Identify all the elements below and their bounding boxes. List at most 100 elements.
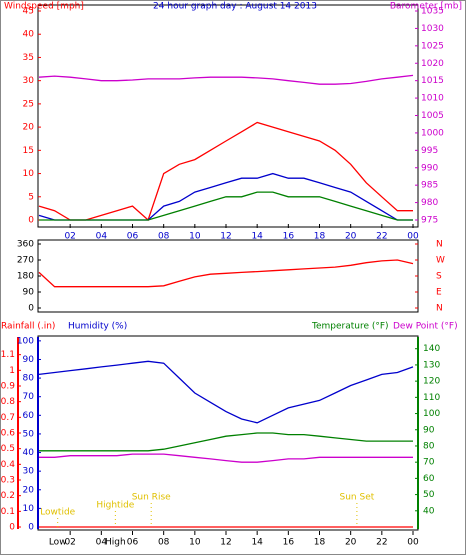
x-tick-label: 20 [345, 538, 357, 548]
y-tick-label: 25 [23, 99, 34, 109]
y-tick-label: 985 [421, 181, 438, 191]
x-tick-label: 18 [314, 538, 326, 548]
annotation: Sun Set [340, 493, 375, 503]
y-tick-label: 35 [23, 53, 34, 63]
x-tick-label: 06 [127, 538, 139, 548]
y-tick-label: 1035 [421, 7, 444, 17]
y-tick-label: 1 [9, 366, 15, 376]
y-tick-label: 50 [423, 490, 435, 500]
y-tick-label: 15 [23, 146, 34, 156]
y-tick-label: 140 [423, 344, 440, 354]
annotation: Sun Rise [132, 493, 171, 503]
y-tick-label: 40 [23, 30, 35, 40]
y-tick-label: 30 [23, 467, 35, 477]
y-tick-label: 0.4 [1, 460, 16, 470]
y-tick-label: 1015 [421, 76, 444, 86]
x-tick-label: 04 [96, 538, 108, 548]
y-tick-label: 0 [28, 523, 34, 533]
series-line [38, 259, 414, 288]
y-tick-label: 80 [423, 441, 435, 451]
y-tick-label: 975 [421, 216, 438, 226]
y-tick-label: 1005 [421, 111, 444, 121]
y-tick-label: 360 [17, 240, 34, 250]
x-tick-label: 08 [158, 232, 170, 242]
y-tick-label: S [436, 272, 442, 282]
legend-label: Temperature (°F) [311, 322, 389, 332]
y-tick-label: 90 [23, 288, 35, 298]
y-tick-label: 20 [23, 485, 35, 495]
y-tick-label: 1.1 [1, 350, 15, 360]
legend-label: Humidity (%) [68, 322, 127, 332]
y-tick-label: 0 [28, 216, 34, 226]
axis-title: Windspeed [mph] [4, 2, 84, 12]
x-tick-label: 12 [220, 538, 231, 548]
x-tick-label: 10 [189, 538, 201, 548]
y-tick-label: 60 [423, 474, 435, 484]
axis-title: Barometer [mb] [390, 2, 462, 12]
x-tick-label: 02 [64, 232, 75, 242]
series-line [39, 191, 413, 221]
y-tick-label: 90 [423, 425, 435, 435]
y-tick-label: 0.1 [1, 507, 15, 517]
y-tick-label: 0.2 [1, 491, 15, 501]
y-tick-label: 0 [28, 304, 34, 314]
y-tick-label: 1000 [421, 128, 444, 138]
y-tick-label: 90 [23, 355, 35, 365]
y-tick-label: 130 [423, 360, 440, 370]
y-tick-label: 0.5 [1, 444, 15, 454]
y-tick-label: N [436, 304, 443, 314]
y-tick-label: 270 [17, 256, 34, 266]
y-tick-label: 10 [23, 169, 35, 179]
y-tick-label: 80 [23, 374, 35, 384]
y-tick-label: 990 [421, 163, 438, 173]
x-tick-label: 00 [407, 232, 419, 242]
annotation: Hightide [96, 501, 134, 511]
x-tick-label: 06 [127, 232, 139, 242]
x-tick-label: 08 [158, 538, 170, 548]
y-tick-label: W [436, 256, 445, 266]
y-tick-label: 0.7 [1, 413, 15, 423]
y-tick-label: 980 [421, 198, 438, 208]
y-tick-label: 180 [17, 272, 34, 282]
y-tick-label: 120 [423, 377, 440, 387]
y-tick-label: 1010 [421, 94, 444, 104]
y-tick-label: 40 [23, 448, 35, 458]
annotation: Lowtide [40, 508, 75, 518]
y-tick-label: 10 [23, 504, 35, 514]
y-tick-label: E [436, 288, 442, 298]
y-tick-label: 70 [23, 392, 35, 402]
series-line [39, 453, 413, 463]
series-line [39, 432, 413, 452]
y-tick-label: 0.8 [1, 397, 16, 407]
x-tick-label: 22 [376, 232, 387, 242]
x-tick-label: 14 [251, 232, 263, 242]
tide-mark: High [105, 538, 126, 548]
y-tick-label: 100 [423, 409, 440, 419]
y-tick-label: 45 [23, 7, 34, 17]
x-tick-label: 18 [314, 232, 326, 242]
legend-label: Dew Point (°F) [393, 322, 458, 332]
y-tick-label: 1030 [421, 24, 444, 34]
series-line [38, 121, 413, 222]
y-tick-label: 30 [23, 76, 35, 86]
y-tick-label: 0.3 [1, 476, 15, 486]
y-tick-label: 50 [23, 429, 35, 439]
y-tick-label: 1020 [421, 59, 444, 69]
x-tick-label: 04 [96, 232, 108, 242]
y-tick-label: 110 [423, 393, 440, 403]
series-line [38, 74, 414, 85]
y-tick-label: 1025 [421, 41, 444, 51]
y-tick-label: 40 [423, 506, 435, 516]
y-tick-label: 70 [423, 458, 435, 468]
tide-mark: Low [49, 538, 67, 548]
y-tick-label: 60 [23, 411, 35, 421]
y-tick-label: 5 [28, 192, 34, 202]
y-tick-label: 0.9 [1, 382, 16, 392]
x-tick-label: 16 [283, 232, 295, 242]
x-tick-label: 20 [345, 232, 357, 242]
y-tick-label: 995 [421, 146, 438, 156]
series-line [38, 360, 414, 424]
y-tick-label: 0.6 [1, 429, 16, 439]
